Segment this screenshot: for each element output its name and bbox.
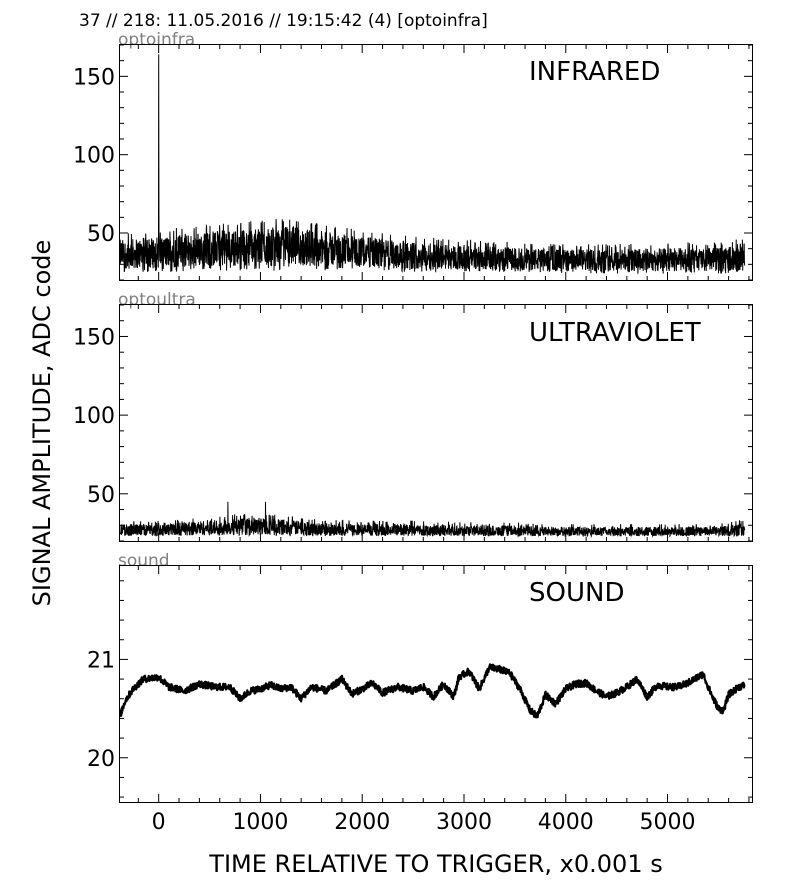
plot-frame: [119, 44, 753, 281]
plot-frame: [119, 304, 753, 542]
channel-label: sound: [118, 551, 170, 571]
ultraviolet-panel: optoultra ULTRAVIOLET 50 100 150: [73, 290, 753, 542]
x-tick-label: 0: [152, 810, 166, 835]
x-tick-label: 1000: [232, 810, 288, 835]
y-tick-label: 150: [73, 325, 115, 350]
figure-header: 37 // 218: 11.05.2016 // 19:15:42 (4) [o…: [79, 11, 488, 31]
x-axis-label: TIME RELATIVE TO TRIGGER, x0.001 s: [208, 850, 662, 878]
y-tick-label: 50: [87, 222, 115, 247]
signal-trace: [119, 501, 746, 538]
axis-ticks: [120, 304, 752, 542]
y-tick-labels: 50 100 150: [73, 325, 115, 507]
y-tick-label: 50: [87, 483, 115, 508]
x-tick-label: 2000: [334, 810, 390, 835]
series-group: [118, 663, 746, 719]
x-tick-label: 4000: [538, 810, 594, 835]
x-tick-label: 5000: [640, 810, 696, 835]
series-group: [119, 54, 746, 274]
y-tick-labels: 50 100 150: [73, 65, 115, 247]
panel-title: SOUND: [529, 578, 624, 608]
x-tick-labels: 0 1000 2000 3000 4000 5000: [152, 810, 696, 835]
series-group: [119, 501, 746, 538]
y-tick-label: 100: [73, 144, 115, 169]
infrared-panel: optoinfra INFRARED 50 100 150: [73, 30, 753, 281]
channel-label: optoinfra: [118, 30, 195, 50]
plot-frame: [119, 565, 753, 803]
axis-ticks: [120, 566, 752, 802]
panel-title: INFRARED: [529, 57, 660, 87]
y-tick-label: 100: [73, 404, 115, 429]
channel-label: optoultra: [118, 290, 196, 310]
y-tick-label: 21: [87, 648, 115, 673]
signal-trace: [119, 54, 746, 274]
signal-trace: [118, 663, 746, 719]
panel-title: ULTRAVIOLET: [529, 318, 701, 348]
axis-ticks: [120, 44, 752, 281]
y-axis-label: SIGNAL AMPLITUDE, ADC code: [28, 240, 56, 607]
x-tick-label: 3000: [436, 810, 492, 835]
y-tick-label: 20: [87, 747, 115, 772]
y-tick-label: 150: [73, 65, 115, 90]
